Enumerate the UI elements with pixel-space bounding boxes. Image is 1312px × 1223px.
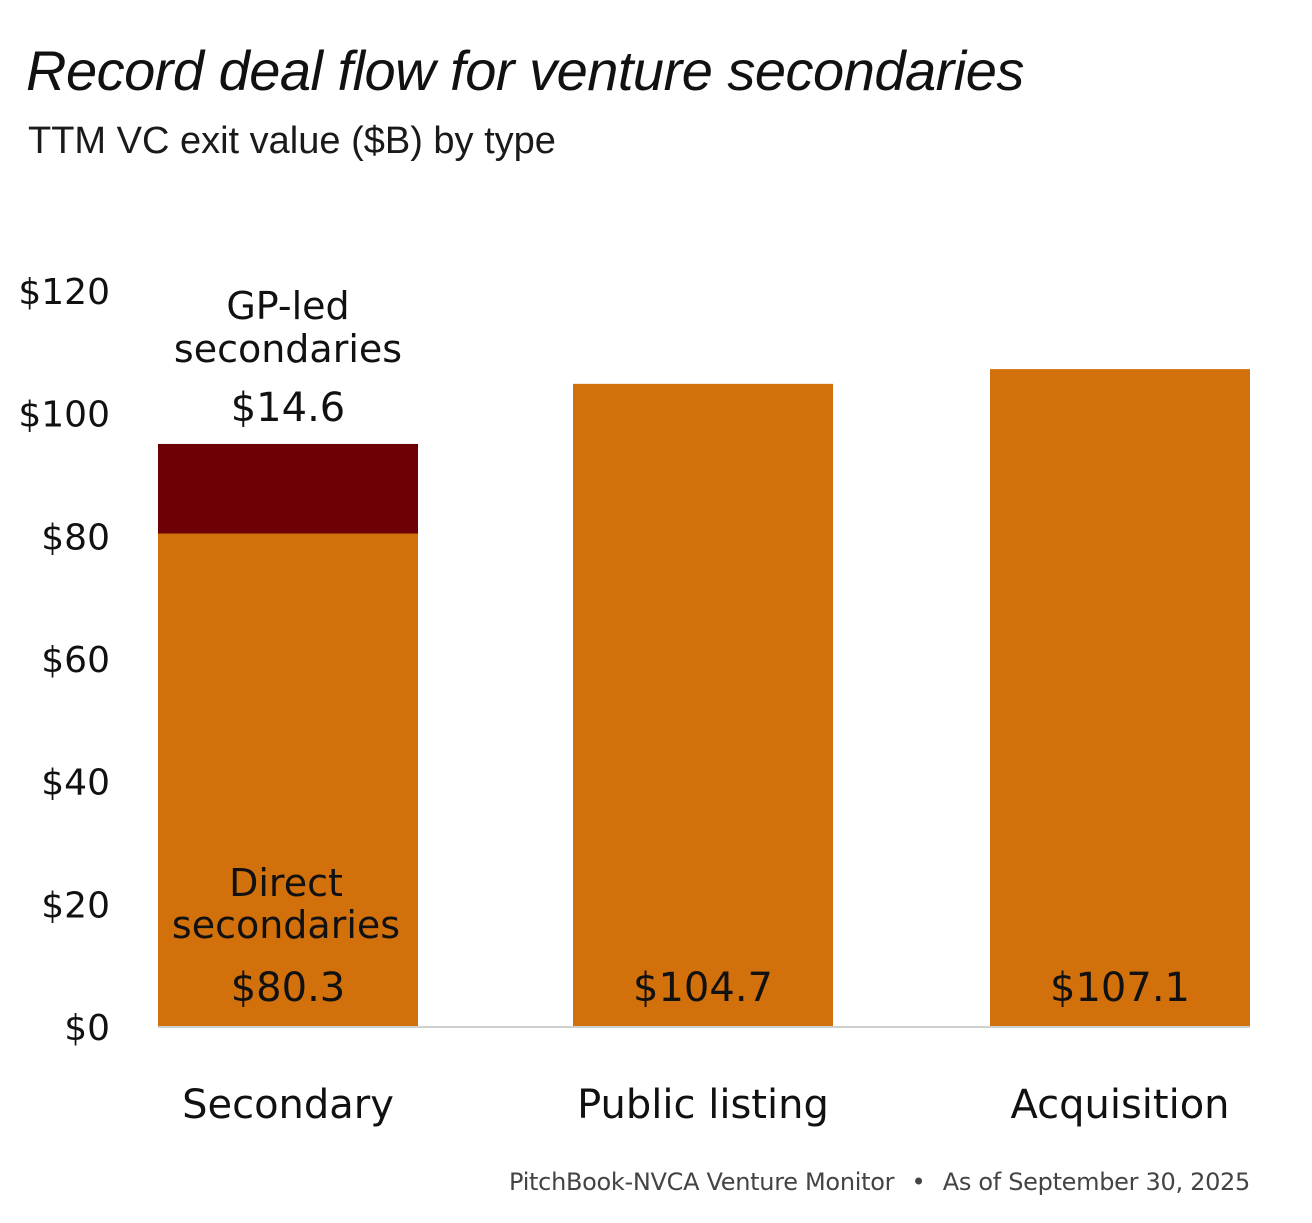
- bar-direct-public-listing: [573, 383, 833, 1027]
- category-label: Public listing: [577, 1082, 829, 1128]
- category-label: Secondary: [182, 1082, 394, 1128]
- y-tick-label: $100: [18, 395, 110, 436]
- y-tick-label: $20: [41, 885, 110, 926]
- chart-subtitle: TTM VC exit value ($B) by type: [28, 120, 556, 162]
- source-publisher: PitchBook-NVCA Venture Monitor: [509, 1168, 895, 1196]
- chart-title: Record deal flow for venture secondaries: [26, 39, 1024, 102]
- value-label: $107.1: [1050, 965, 1190, 1011]
- y-tick-label: $60: [41, 640, 110, 681]
- value-label: $80.3: [231, 965, 346, 1011]
- category-label: Acquisition: [1010, 1082, 1229, 1128]
- annotation-direct-line1: Direct: [229, 861, 343, 905]
- y-tick-label: $40: [41, 763, 110, 804]
- y-tick-label: $120: [18, 272, 110, 313]
- source-date: As of September 30, 2025: [942, 1168, 1251, 1196]
- gp-led-value-label: $14.6: [231, 385, 346, 431]
- bar-direct-secondary: [158, 533, 418, 1026]
- annotation-gp-led-line2: secondaries: [174, 327, 402, 371]
- source-separator: •: [911, 1168, 926, 1196]
- source-note: PitchBook-NVCA Venture Monitor • As of S…: [509, 1166, 1250, 1198]
- y-tick-label: $0: [64, 1008, 110, 1049]
- annotation-gp-led-line1: GP-led: [226, 284, 349, 328]
- annotation-direct-line2: secondaries: [172, 903, 400, 947]
- value-label: $104.7: [633, 965, 773, 1011]
- bar-direct-acquisition: [990, 369, 1250, 1026]
- bar-gp-led-secondary: [158, 443, 418, 534]
- y-tick-label: $80: [41, 517, 110, 558]
